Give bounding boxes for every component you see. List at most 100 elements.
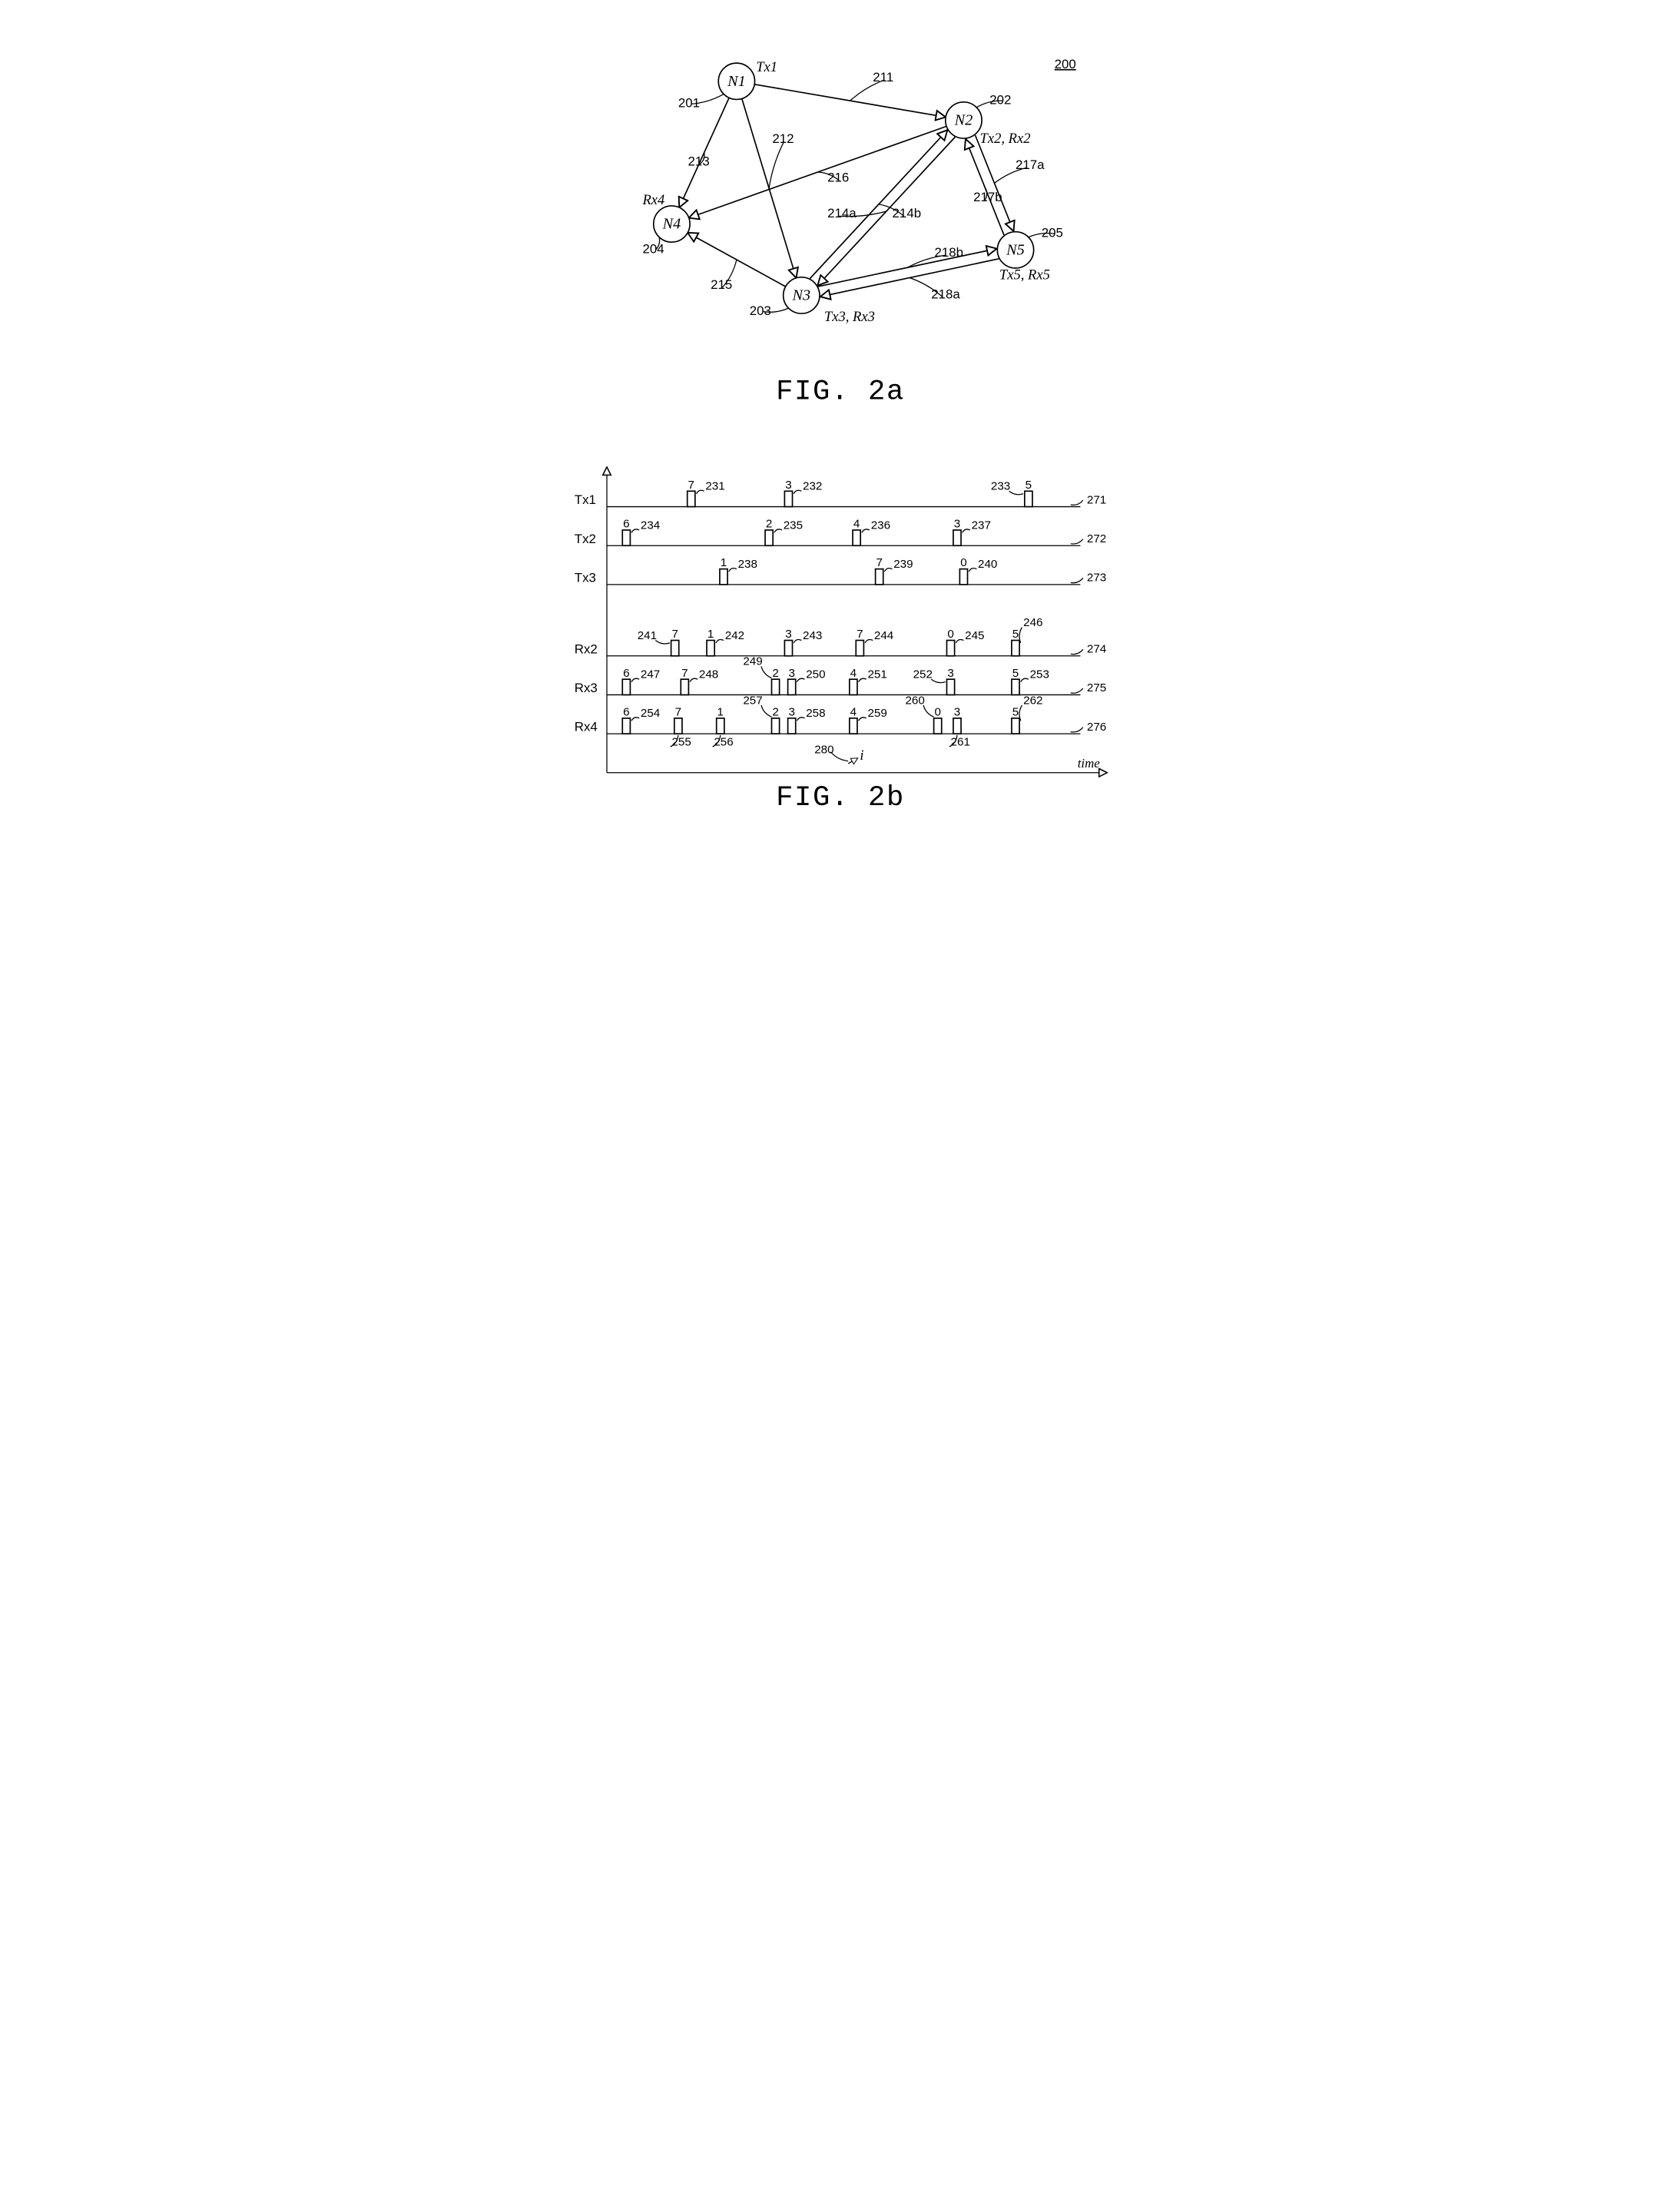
pulse-ref: 249 [743,655,762,668]
pulse [946,641,954,656]
edge-ref: 215 [711,277,732,292]
pulse-ref: 235 [783,519,802,532]
node-label: N4 [661,216,681,233]
pulse-ref: 232 [803,480,822,493]
row-end-ref: 274 [1086,643,1105,656]
pulse-ref: 234 [640,519,659,532]
pulse-ref: 257 [743,694,762,707]
pulse [849,679,857,694]
pulse-value: 7 [857,628,863,641]
pulse [787,718,795,734]
pulse [674,718,681,734]
edge-ref: 211 [873,70,893,85]
pulse-value: 2 [765,518,771,531]
pulse-value: 3 [788,705,794,718]
pulse-ref: 252 [913,668,932,681]
pulse-value: 4 [853,518,859,531]
pulse-ref: 248 [698,668,717,681]
pulse-value: 6 [623,518,629,531]
node-label: N1 [727,73,746,90]
node-label: N2 [953,111,973,128]
pulse-ref: 260 [905,694,924,707]
edge-ref: 218a [931,287,960,302]
node-ref: 203 [749,303,770,318]
pulse-value: 5 [1012,628,1018,641]
node-tag: Rx4 [641,192,664,208]
pulse [771,718,779,734]
pulse-ref: 251 [867,668,886,681]
pulse-value: 0 [947,628,953,641]
pulse [771,679,779,694]
pulse-value: 3 [785,628,791,641]
pulse-value: 6 [623,705,629,718]
row-end-ref: 272 [1086,532,1105,545]
pulse-ref: 247 [640,668,659,681]
row-label: Rx2 [574,641,597,656]
pulse-value: 3 [953,705,959,718]
node-label: N3 [791,287,810,303]
pulse-ref: 244 [873,629,893,642]
pulse [856,641,863,656]
fig-title: FIG. 2a [776,376,905,409]
pulse [875,569,883,585]
pulse [959,569,967,585]
pulse-ref: 231 [705,480,724,493]
pulse [1011,718,1019,734]
pulse-ref: 254 [640,707,659,720]
row-label: Rx3 [574,681,597,695]
pulse-value: 1 [707,628,713,641]
fig-2a-svg: 200211212213214a214b215216217a217b218a21… [548,31,1132,430]
pulse-value: 7 [671,628,678,641]
pulse [1011,679,1019,694]
pulse-value: 1 [717,705,723,718]
edge-213 [679,98,729,207]
pulse-value: 1 [720,556,726,569]
i-label: i [860,747,863,764]
pulse-value: 2 [772,667,778,680]
pulse-ref: 233 [990,480,1009,493]
row-label: Tx3 [574,571,595,585]
node-tag: Tx5, Rx5 [999,267,1049,283]
fig-title: FIG. 2b [776,782,905,814]
pulse-value: 0 [934,705,940,718]
row-end-ref: 271 [1086,493,1105,506]
pulse-value: 7 [681,667,688,680]
pulse-value: 7 [688,479,694,492]
node-tag: Tx1 [756,59,777,75]
pulse [622,679,630,694]
pulse-ref: 256 [714,735,733,748]
row-end-ref: 273 [1086,572,1105,585]
pulse [853,530,860,545]
pulse [946,679,954,694]
pulse-ref: 240 [978,558,997,571]
pulse [681,679,688,694]
pulse [622,530,630,545]
pulse [933,718,941,734]
node-tag: Tx2, Rx2 [979,131,1030,147]
node-ref: 204 [642,242,664,257]
edge-215 [688,233,785,287]
pulse-ref: 243 [803,629,822,642]
row-end-ref: 275 [1086,681,1105,694]
pulse-value: 0 [960,556,966,569]
pulse [1024,491,1032,506]
pulse-value: 2 [772,705,778,718]
row-label: Rx4 [574,720,597,734]
pulse-value: 6 [623,667,629,680]
pulse-ref: 239 [893,558,913,571]
row-end-ref: 276 [1086,721,1105,734]
edge-ref: 216 [827,171,849,185]
pulse-ref: 258 [806,707,825,720]
pulse-ref: 246 [1023,616,1042,629]
node-label: N5 [1006,241,1025,258]
pulse-ref: 238 [737,558,757,571]
pulse-value: 5 [1025,479,1031,492]
pulse [622,718,630,734]
edge-ref: 213 [688,154,709,169]
pulse-ref: 245 [965,629,984,642]
pulse [765,530,773,545]
pulse-value: 4 [850,705,856,718]
pulse [953,530,960,545]
pulse [1011,641,1019,656]
pulse-value: 3 [947,667,953,680]
